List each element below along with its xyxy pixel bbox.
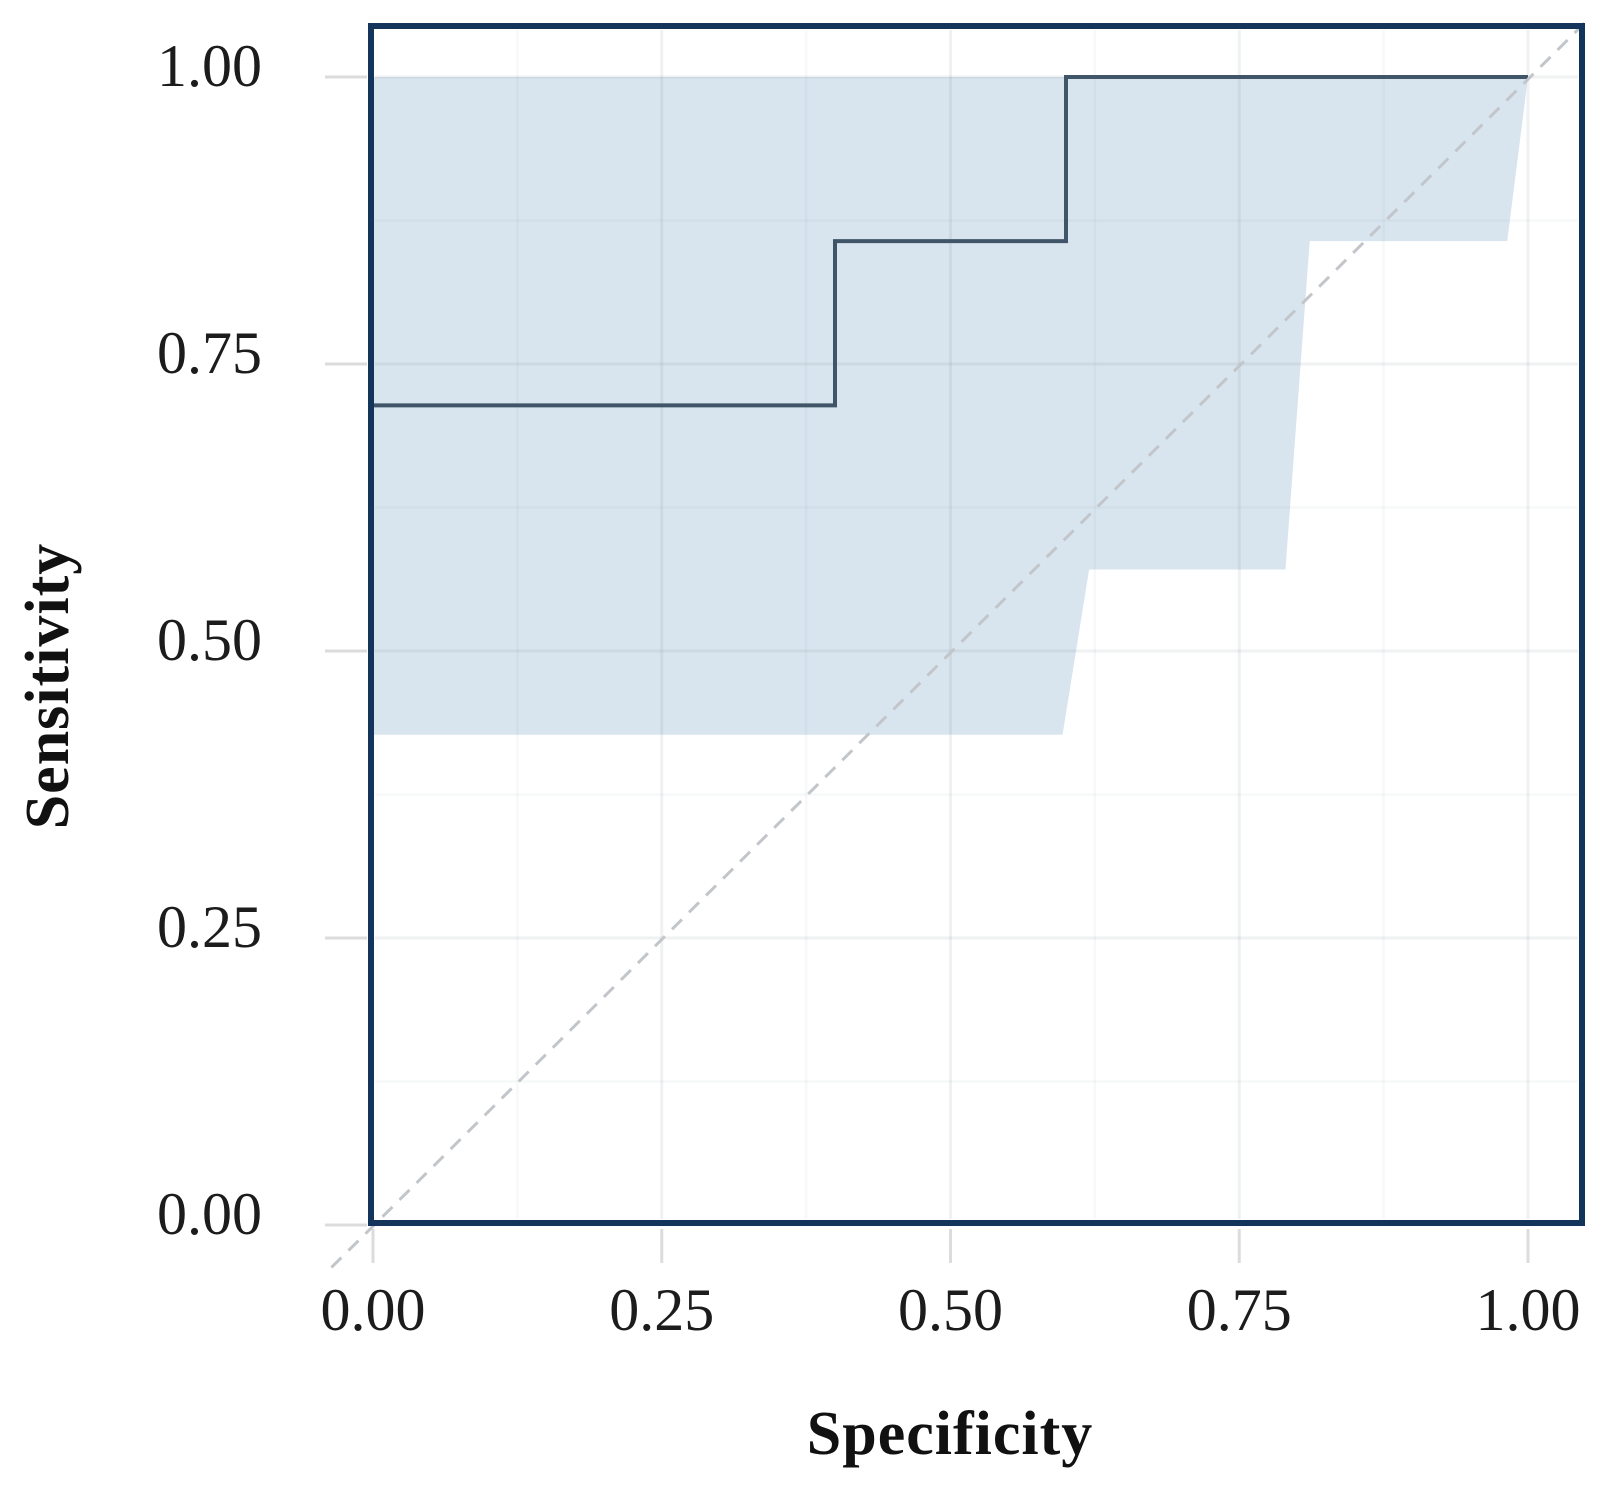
y-axis-title: Sensitivity [14,542,82,830]
y-tick-label-0.75: 0.75 [157,320,262,386]
x-axis-title: Specificity [806,1400,1094,1468]
x-tick-label-0.25: 0.25 [609,1277,715,1343]
x-tick-label-0.00: 0.00 [320,1277,426,1343]
x-tick-label-0.75: 0.75 [1186,1277,1292,1343]
x-tick-label-1.00: 1.00 [1475,1277,1581,1343]
ci-band [373,77,1528,735]
y-tick-label-0.50: 0.50 [157,607,262,673]
plot-border [368,23,1585,1226]
y-tick-label-1.00: 1.00 [157,33,262,99]
chance-diagonal [330,15,1593,1269]
roc-curve [373,75,1528,408]
y-tick-label-0.25: 0.25 [157,894,262,960]
x-tick-label-0.50: 0.50 [898,1277,1003,1343]
y-tick-label-0.00: 0.00 [157,1181,262,1247]
